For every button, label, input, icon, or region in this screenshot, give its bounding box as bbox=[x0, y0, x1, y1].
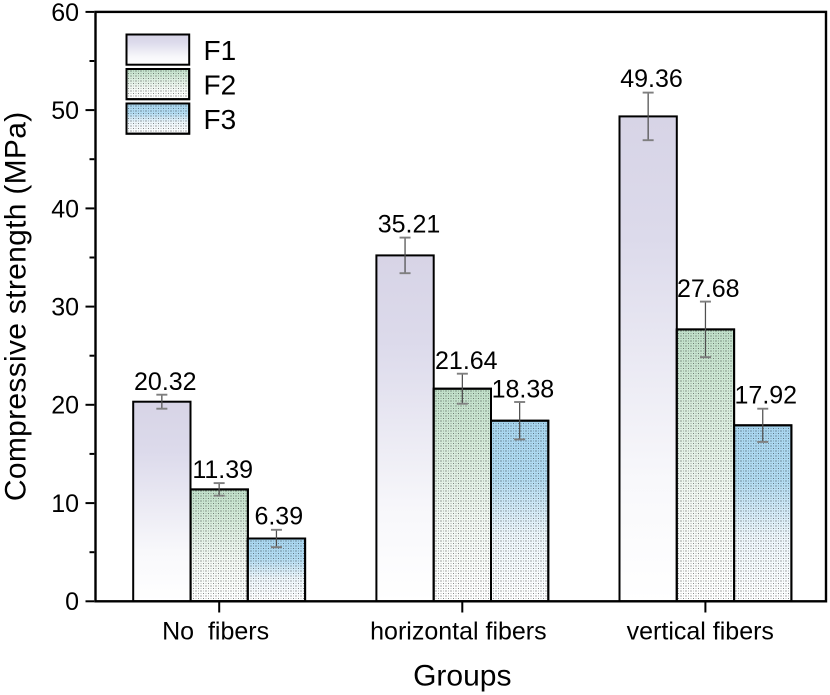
svg-text:vertical fibers: vertical fibers bbox=[627, 618, 774, 646]
svg-text:60: 60 bbox=[51, 0, 79, 27]
svg-text:horizontal fibers: horizontal fibers bbox=[370, 618, 546, 646]
svg-text:No fibers: No fibers bbox=[162, 618, 269, 646]
svg-text:40: 40 bbox=[51, 195, 79, 223]
svg-text:Compressive strength (MPa): Compressive strength (MPa) bbox=[0, 112, 33, 502]
svg-text:Groups: Groups bbox=[413, 659, 511, 692]
svg-text:20.32: 20.32 bbox=[134, 368, 197, 396]
svg-text:50: 50 bbox=[51, 97, 79, 125]
svg-text:20: 20 bbox=[51, 392, 79, 420]
svg-text:21.64: 21.64 bbox=[435, 347, 498, 375]
svg-text:10: 10 bbox=[51, 490, 79, 518]
svg-text:35.21: 35.21 bbox=[378, 210, 441, 238]
svg-text:30: 30 bbox=[51, 294, 79, 322]
svg-text:F1: F1 bbox=[204, 35, 237, 66]
svg-text:6.39: 6.39 bbox=[254, 502, 303, 530]
svg-text:11.39: 11.39 bbox=[192, 456, 253, 484]
svg-text:F2: F2 bbox=[204, 70, 237, 101]
svg-text:17.92: 17.92 bbox=[735, 382, 798, 410]
svg-text:27.68: 27.68 bbox=[677, 275, 740, 303]
svg-text:0: 0 bbox=[65, 588, 79, 616]
svg-text:18.38: 18.38 bbox=[492, 376, 555, 404]
svg-text:F3: F3 bbox=[204, 104, 237, 135]
svg-text:49.36: 49.36 bbox=[620, 65, 683, 93]
